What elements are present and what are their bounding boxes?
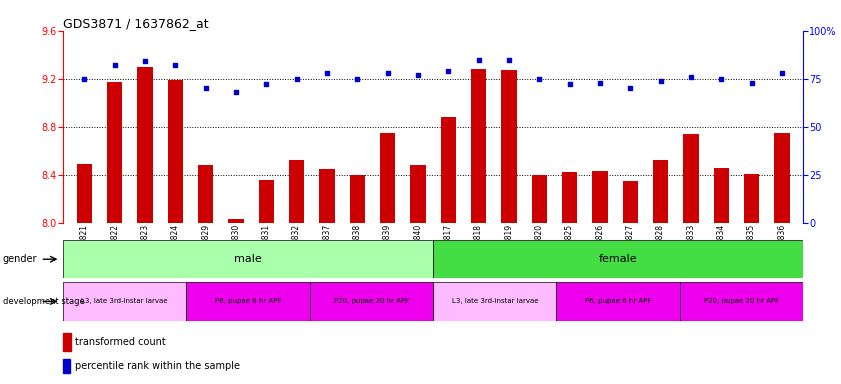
Point xyxy=(715,76,728,82)
Bar xyxy=(562,172,577,223)
Bar xyxy=(320,169,335,223)
Text: P20, pupae 20 hr APF: P20, pupae 20 hr APF xyxy=(704,298,779,305)
Bar xyxy=(501,70,516,223)
Bar xyxy=(63,359,71,372)
Text: GDS3871 / 1637862_at: GDS3871 / 1637862_at xyxy=(63,17,209,30)
Bar xyxy=(289,161,304,223)
Bar xyxy=(532,175,547,223)
Bar xyxy=(63,333,71,351)
Point xyxy=(775,70,789,76)
Point xyxy=(320,70,334,76)
Point xyxy=(381,70,394,76)
Bar xyxy=(63,240,433,278)
Bar xyxy=(63,282,187,321)
Point xyxy=(77,76,91,82)
Point xyxy=(260,81,273,88)
Bar xyxy=(622,181,637,223)
Text: P6, pupae 6 hr APF: P6, pupae 6 hr APF xyxy=(585,298,651,305)
Bar xyxy=(433,240,803,278)
Bar xyxy=(77,164,92,223)
Bar xyxy=(471,69,486,223)
Bar xyxy=(229,219,244,223)
Bar xyxy=(441,117,456,223)
Point xyxy=(745,79,759,86)
Text: gender: gender xyxy=(3,254,37,264)
Text: L3, late 3rd-instar larvae: L3, late 3rd-instar larvae xyxy=(82,298,168,305)
Text: male: male xyxy=(235,254,262,264)
Bar xyxy=(433,282,557,321)
Bar xyxy=(380,133,395,223)
Bar xyxy=(137,67,152,223)
Bar xyxy=(259,180,274,223)
Text: transformed count: transformed count xyxy=(75,337,166,347)
Point xyxy=(472,56,485,63)
Text: percentile rank within the sample: percentile rank within the sample xyxy=(75,361,240,371)
Bar xyxy=(198,165,214,223)
Bar xyxy=(167,80,182,223)
Point xyxy=(168,62,182,68)
Bar xyxy=(680,282,803,321)
Bar xyxy=(107,82,122,223)
Bar xyxy=(744,174,759,223)
Bar xyxy=(350,175,365,223)
Point xyxy=(351,76,364,82)
Bar xyxy=(714,167,729,223)
Point xyxy=(685,74,698,80)
Point xyxy=(442,68,455,74)
Point xyxy=(411,72,425,78)
Text: P6, pupae 6 hr APF: P6, pupae 6 hr APF xyxy=(215,298,281,305)
Bar xyxy=(775,133,790,223)
Point xyxy=(653,78,667,84)
Text: development stage: development stage xyxy=(3,297,84,306)
Bar xyxy=(410,165,426,223)
Point xyxy=(199,85,213,91)
Bar xyxy=(592,171,607,223)
Point xyxy=(138,58,151,65)
Point xyxy=(623,85,637,91)
Bar xyxy=(309,282,433,321)
Point xyxy=(108,62,121,68)
Point xyxy=(563,81,576,88)
Text: P20, pupae 20 hr APF: P20, pupae 20 hr APF xyxy=(334,298,409,305)
Bar xyxy=(684,134,699,223)
Bar xyxy=(653,161,669,223)
Text: L3, late 3rd-instar larvae: L3, late 3rd-instar larvae xyxy=(452,298,538,305)
Point xyxy=(230,89,243,95)
Point xyxy=(502,56,516,63)
Point xyxy=(290,76,304,82)
Bar xyxy=(557,282,680,321)
Point xyxy=(593,79,606,86)
Text: female: female xyxy=(599,254,637,264)
Point xyxy=(532,76,546,82)
Bar xyxy=(187,282,309,321)
